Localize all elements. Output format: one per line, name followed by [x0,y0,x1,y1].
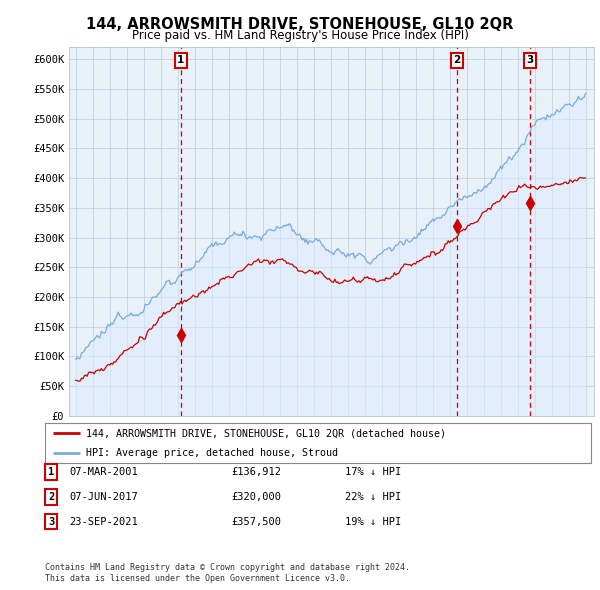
Text: 07-MAR-2001: 07-MAR-2001 [69,467,138,477]
Text: £320,000: £320,000 [231,492,281,502]
Text: 23-SEP-2021: 23-SEP-2021 [69,517,138,526]
Text: 19% ↓ HPI: 19% ↓ HPI [345,517,401,526]
Text: Price paid vs. HM Land Registry's House Price Index (HPI): Price paid vs. HM Land Registry's House … [131,30,469,42]
Text: 1: 1 [48,467,54,477]
Text: 3: 3 [526,55,533,65]
Text: £136,912: £136,912 [231,467,281,477]
Text: 144, ARROWSMITH DRIVE, STONEHOUSE, GL10 2QR: 144, ARROWSMITH DRIVE, STONEHOUSE, GL10 … [86,17,514,31]
Text: 144, ARROWSMITH DRIVE, STONEHOUSE, GL10 2QR (detached house): 144, ARROWSMITH DRIVE, STONEHOUSE, GL10 … [86,428,446,438]
Text: 2: 2 [454,55,461,65]
Text: 17% ↓ HPI: 17% ↓ HPI [345,467,401,477]
Text: Contains HM Land Registry data © Crown copyright and database right 2024.: Contains HM Land Registry data © Crown c… [45,563,410,572]
Text: £357,500: £357,500 [231,517,281,526]
Text: HPI: Average price, detached house, Stroud: HPI: Average price, detached house, Stro… [86,448,338,458]
Text: 07-JUN-2017: 07-JUN-2017 [69,492,138,502]
Text: 2: 2 [48,492,54,502]
Text: This data is licensed under the Open Government Licence v3.0.: This data is licensed under the Open Gov… [45,574,350,583]
Text: 3: 3 [48,517,54,526]
Text: 22% ↓ HPI: 22% ↓ HPI [345,492,401,502]
Text: 1: 1 [177,55,184,65]
